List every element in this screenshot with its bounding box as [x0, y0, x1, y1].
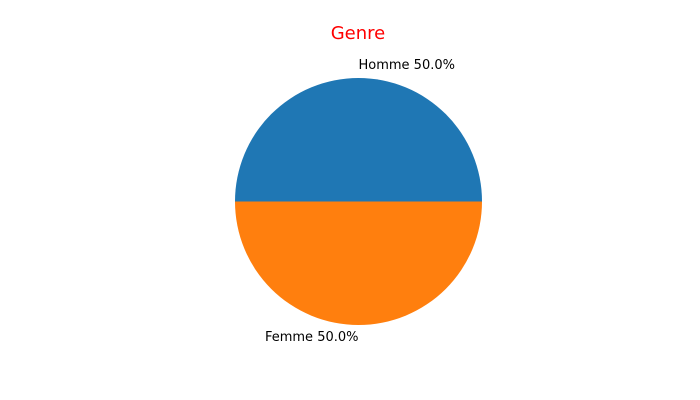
pie-label-homme: Homme 50.0%	[359, 58, 455, 73]
pie-labels: Homme 50.0% Femme 50.0%	[265, 58, 455, 345]
pie-slice-femme	[235, 201, 482, 325]
pie-label-femme: Femme 50.0%	[265, 330, 359, 345]
chart-title: Genre	[331, 23, 386, 44]
pie-slices	[235, 78, 482, 325]
pie-slice-homme	[235, 78, 482, 202]
